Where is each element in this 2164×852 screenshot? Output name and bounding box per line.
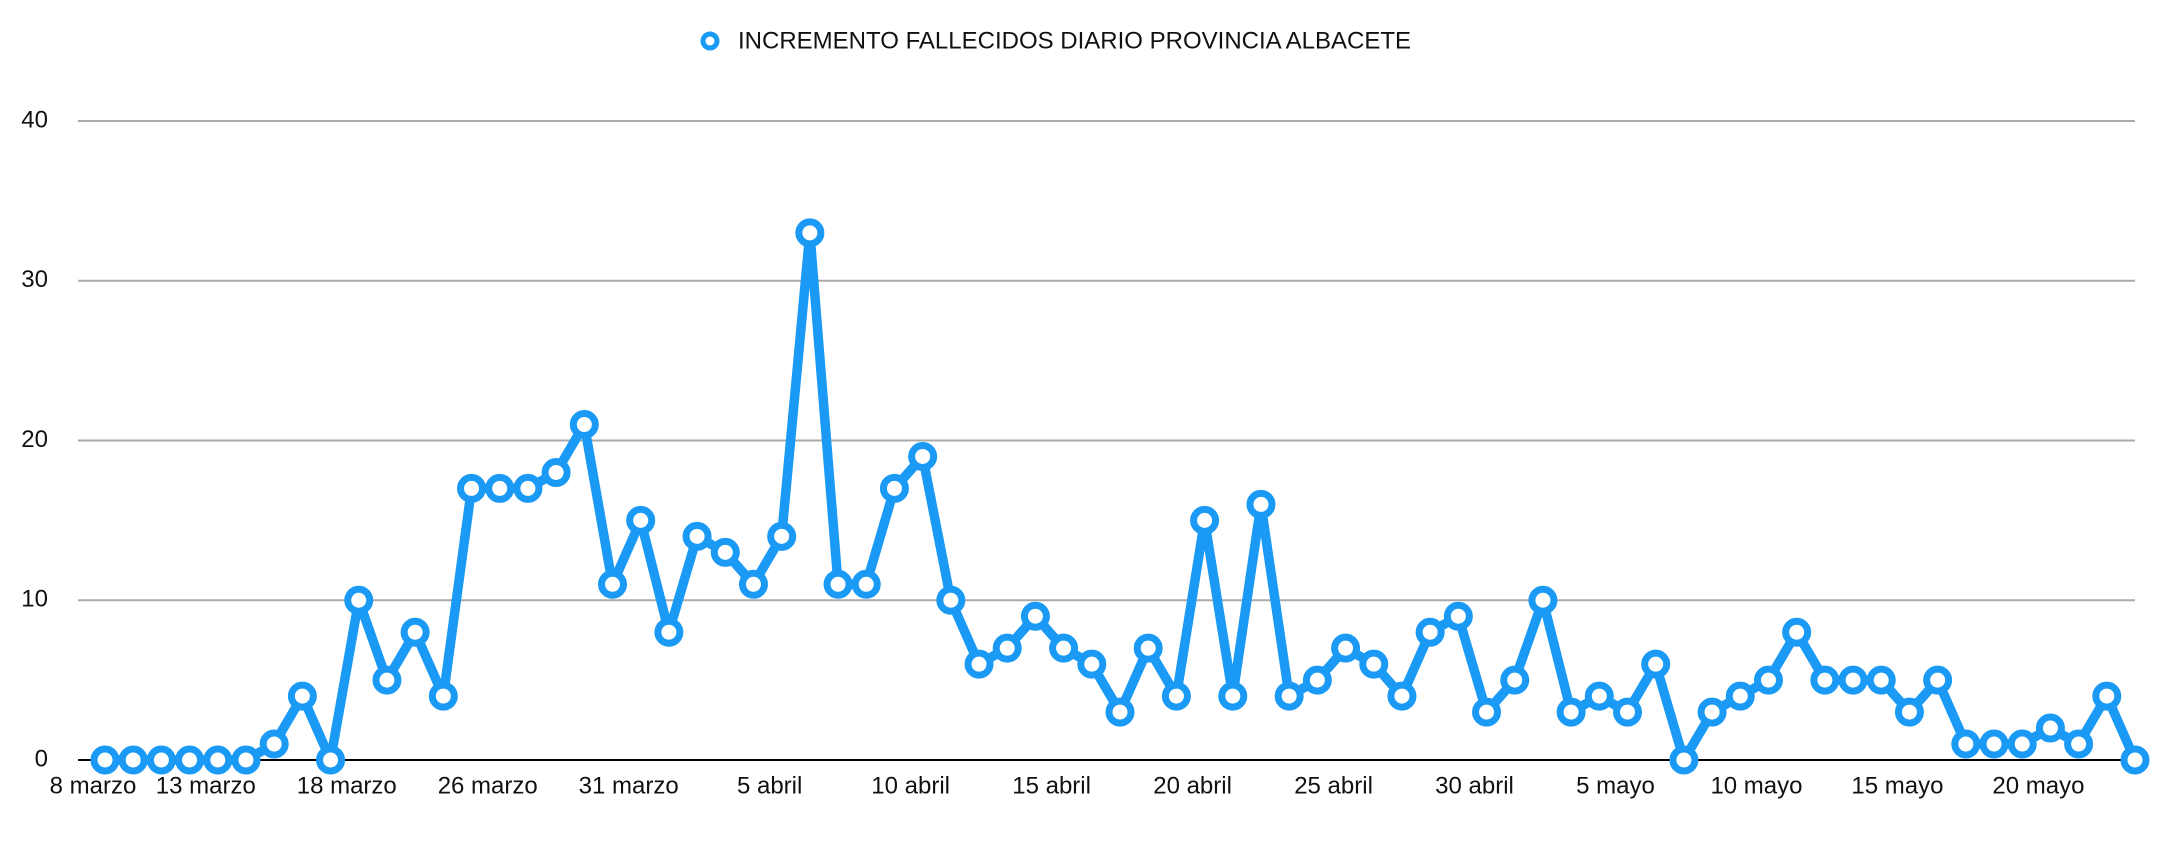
y-tick-label: 20 bbox=[21, 426, 48, 453]
x-tick-label: 10 abril bbox=[871, 772, 950, 799]
point-marker bbox=[541, 457, 571, 487]
point-marker bbox=[1979, 729, 2009, 759]
point-marker bbox=[400, 617, 430, 647]
point-marker bbox=[457, 473, 487, 503]
legend-label: INCREMENTO FALLECIDOS DIARIO PROVINCIA A… bbox=[738, 27, 1411, 54]
x-tick-label: 5 mayo bbox=[1576, 772, 1655, 799]
point-marker bbox=[1951, 729, 1981, 759]
point-marker bbox=[372, 665, 402, 695]
point-marker bbox=[767, 521, 797, 551]
point-marker bbox=[1500, 665, 1530, 695]
point-marker bbox=[485, 473, 515, 503]
point-marker bbox=[1753, 665, 1783, 695]
y-tick-label: 10 bbox=[21, 586, 48, 613]
point-marker bbox=[175, 745, 205, 775]
x-tick-label: 20 abril bbox=[1153, 772, 1232, 799]
x-tick-label: 13 marzo bbox=[156, 772, 256, 799]
point-marker bbox=[1161, 681, 1191, 711]
point-marker bbox=[682, 521, 712, 551]
y-tick-label: 30 bbox=[21, 266, 48, 293]
point-marker bbox=[1049, 633, 1079, 663]
point-marker bbox=[738, 569, 768, 599]
point-marker bbox=[1359, 649, 1389, 679]
point-marker bbox=[1274, 681, 1304, 711]
point-marker bbox=[1669, 745, 1699, 775]
x-tick-label: 26 marzo bbox=[438, 772, 538, 799]
point-marker bbox=[513, 473, 543, 503]
point-marker bbox=[1697, 697, 1727, 727]
point-marker bbox=[1331, 633, 1361, 663]
point-marker bbox=[428, 681, 458, 711]
point-marker bbox=[259, 729, 289, 759]
point-marker bbox=[964, 649, 994, 679]
point-marker bbox=[1387, 681, 1417, 711]
point-marker bbox=[851, 569, 881, 599]
x-tick-label: 8 marzo bbox=[50, 772, 137, 799]
point-marker bbox=[710, 537, 740, 567]
point-marker bbox=[1105, 697, 1135, 727]
point-marker bbox=[1894, 697, 1924, 727]
point-marker bbox=[1584, 681, 1614, 711]
x-tick-label: 30 abril bbox=[1435, 772, 1514, 799]
x-tick-label: 15 abril bbox=[1012, 772, 1091, 799]
x-tick-label: 10 mayo bbox=[1710, 772, 1802, 799]
point-marker bbox=[2092, 681, 2122, 711]
point-marker bbox=[1443, 601, 1473, 631]
x-tick-label: 18 marzo bbox=[297, 772, 397, 799]
point-marker bbox=[1415, 617, 1445, 647]
point-marker bbox=[2007, 729, 2037, 759]
point-marker bbox=[598, 569, 627, 599]
point-marker bbox=[1866, 665, 1896, 695]
point-marker bbox=[1923, 665, 1953, 695]
point-marker bbox=[231, 745, 261, 775]
point-marker bbox=[936, 585, 966, 615]
point-marker bbox=[1528, 585, 1558, 615]
x-tick-label: 31 marzo bbox=[579, 772, 679, 799]
point-marker bbox=[1302, 665, 1332, 695]
point-marker bbox=[654, 617, 684, 647]
point-marker bbox=[1218, 681, 1248, 711]
legend-marker bbox=[700, 31, 720, 51]
point-marker bbox=[1556, 697, 1586, 727]
point-marker bbox=[118, 745, 148, 775]
y-tick-label: 0 bbox=[35, 745, 48, 772]
point-marker bbox=[2064, 729, 2094, 759]
point-marker bbox=[2035, 713, 2065, 743]
point-marker bbox=[626, 505, 656, 535]
point-marker bbox=[1725, 681, 1755, 711]
point-marker bbox=[287, 681, 317, 711]
point-marker bbox=[1077, 649, 1107, 679]
point-marker bbox=[316, 745, 346, 775]
point-marker bbox=[2120, 745, 2150, 775]
point-marker bbox=[344, 585, 374, 615]
point-marker bbox=[1020, 601, 1050, 631]
point-marker bbox=[1133, 633, 1163, 663]
point-marker bbox=[146, 745, 176, 775]
y-tick-label: 40 bbox=[21, 106, 48, 133]
point-marker bbox=[1246, 489, 1276, 519]
point-marker bbox=[908, 441, 938, 471]
point-marker bbox=[1472, 697, 1502, 727]
point-marker bbox=[823, 569, 853, 599]
x-tick-label: 5 abril bbox=[737, 772, 802, 799]
point-marker bbox=[203, 745, 233, 775]
point-marker bbox=[992, 633, 1022, 663]
point-marker bbox=[879, 473, 909, 503]
point-marker bbox=[569, 410, 599, 440]
point-marker bbox=[1782, 617, 1812, 647]
point-marker bbox=[795, 218, 825, 248]
point-marker bbox=[1190, 505, 1220, 535]
x-tick-label: 25 abril bbox=[1294, 772, 1373, 799]
point-marker bbox=[1838, 665, 1868, 695]
point-marker bbox=[1641, 649, 1671, 679]
point-marker bbox=[90, 745, 120, 775]
x-tick-label: 20 mayo bbox=[1992, 772, 2084, 799]
point-marker bbox=[1613, 697, 1642, 727]
x-tick-label: 15 mayo bbox=[1851, 772, 1943, 799]
point-marker bbox=[1810, 665, 1840, 695]
